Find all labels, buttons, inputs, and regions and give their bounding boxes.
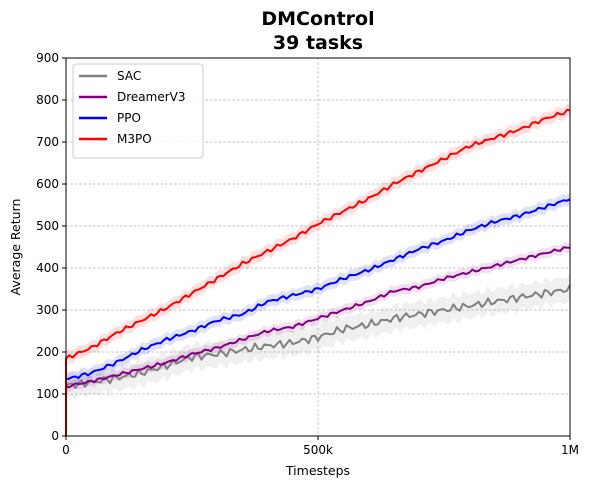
y-tick-label: 200 — [36, 345, 59, 359]
legend-box — [72, 63, 204, 159]
x-axis-ticks: 0 500k 1M — [62, 436, 579, 457]
y-tick-label: 400 — [36, 261, 59, 275]
y-tick-label: 100 — [36, 387, 59, 401]
legend-label-ppo: PPO — [117, 111, 141, 125]
series-line-ppo — [65, 198, 571, 436]
x-tick-label: 1M — [561, 443, 579, 457]
series-line-sac — [65, 284, 571, 436]
legend: SAC DreamerV3 PPO M3PO — [72, 63, 204, 159]
band-sac — [66, 272, 570, 401]
y-axis-ticks: 0 100 200 300 400 500 600 700 800 900 — [36, 51, 66, 443]
y-tick-label: 800 — [36, 93, 59, 107]
y-tick-label: 900 — [36, 51, 59, 65]
series-line-m3po — [65, 108, 571, 436]
band-ppo — [66, 193, 570, 386]
y-tick-label: 700 — [36, 135, 59, 149]
legend-label-dreamerv3: DreamerV3 — [117, 90, 186, 104]
y-tick-label: 600 — [36, 177, 59, 191]
x-axis-label: Timesteps — [285, 463, 350, 478]
legend-label-m3po: M3PO — [117, 132, 152, 146]
chart-subtitle: 39 tasks — [273, 32, 363, 54]
y-tick-label: 300 — [36, 303, 59, 317]
x-tick-label: 500k — [303, 443, 333, 457]
y-tick-label: 0 — [51, 429, 59, 443]
series-lines — [65, 108, 571, 436]
legend-label-sac: SAC — [117, 69, 141, 83]
x-tick-label: 0 — [62, 443, 70, 457]
chart-title: DMControl — [261, 8, 374, 30]
band-m3po — [66, 103, 570, 365]
y-axis-label: Average Return — [8, 199, 23, 296]
y-tick-label: 500 — [36, 219, 59, 233]
series-line-dreamerv3 — [65, 246, 571, 436]
